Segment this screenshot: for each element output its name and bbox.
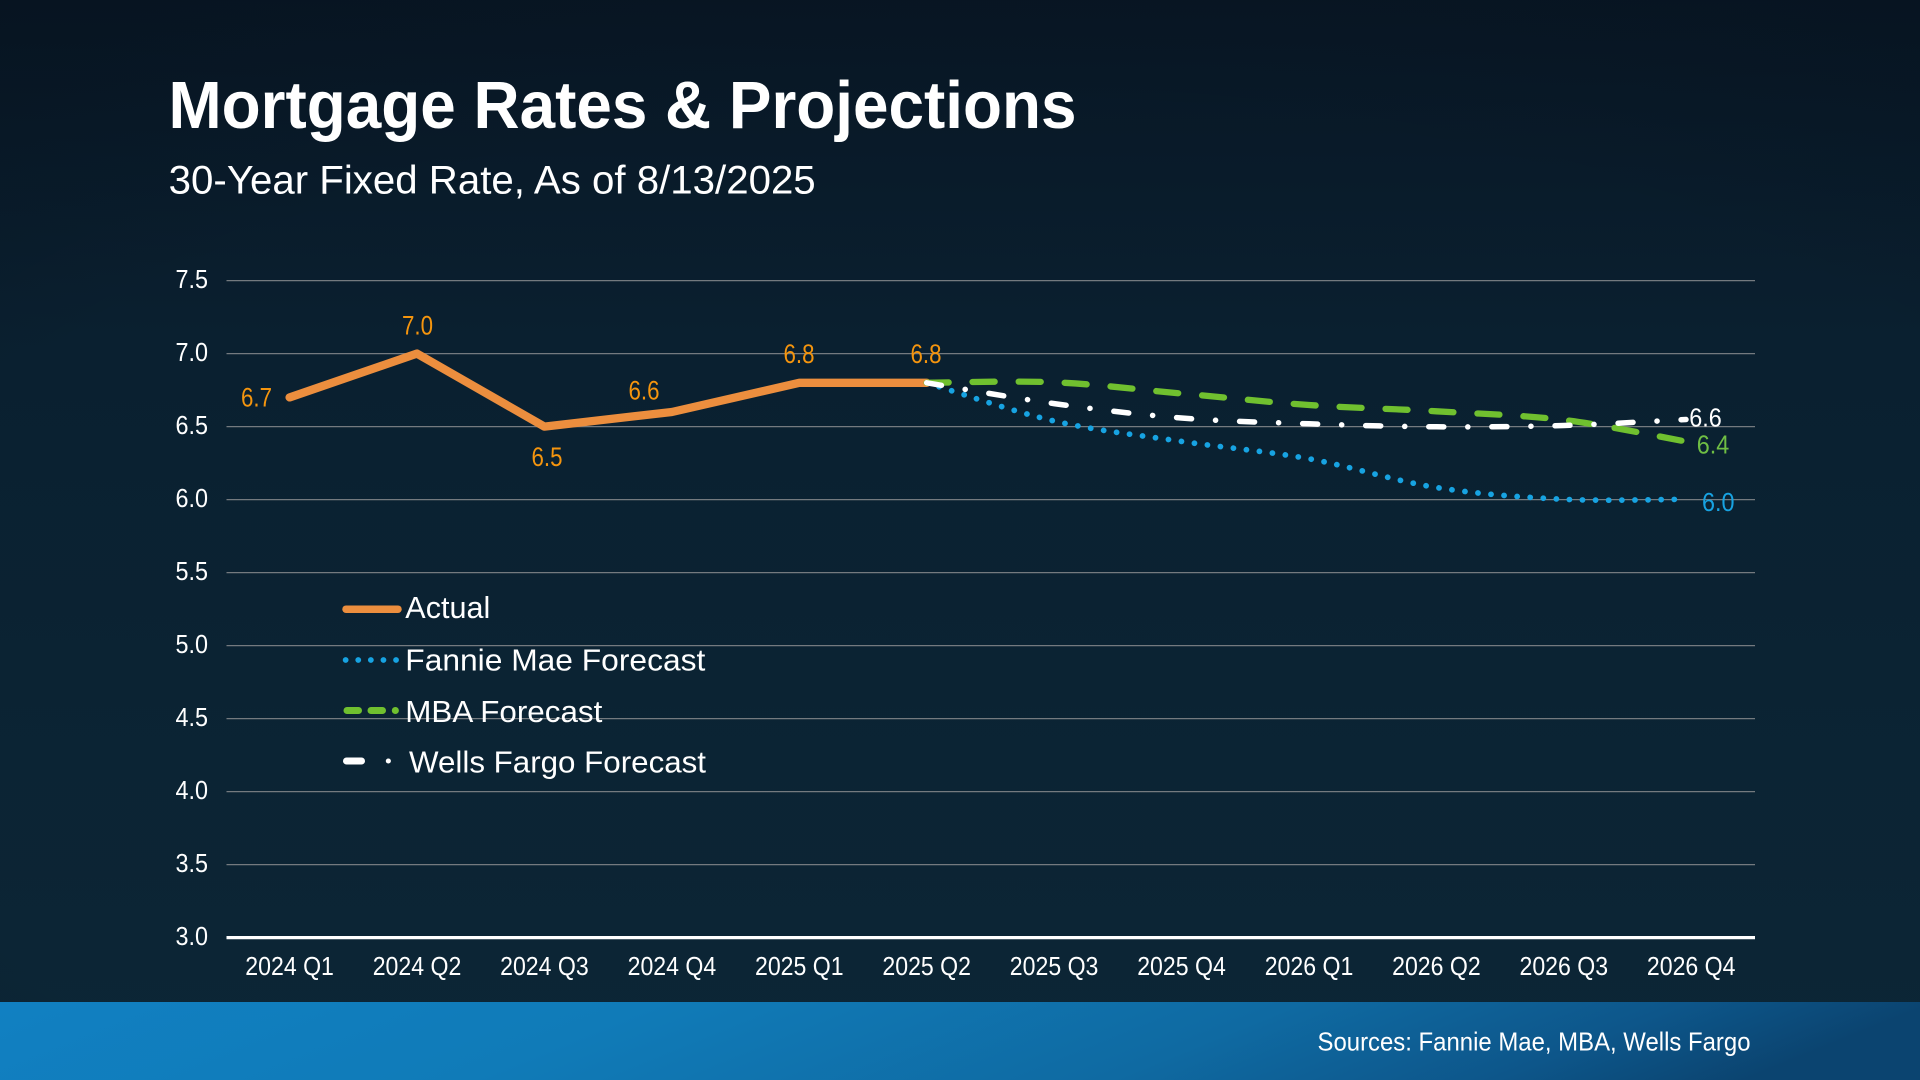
svg-text:MBA Forecast: MBA Forecast — [405, 695, 603, 729]
svg-text:2024 Q2: 2024 Q2 — [373, 951, 462, 981]
svg-text:7.5: 7.5 — [176, 264, 209, 294]
svg-text:2024 Q4: 2024 Q4 — [628, 951, 717, 981]
svg-text:4.5: 4.5 — [176, 702, 209, 732]
svg-text:Actual: Actual — [405, 591, 490, 625]
svg-text:Wells Fargo Forecast: Wells Fargo Forecast — [409, 746, 707, 780]
svg-text:Mortgage Rates & Projections: Mortgage Rates & Projections — [169, 68, 1077, 143]
svg-text:3.0: 3.0 — [176, 921, 209, 951]
svg-text:2025 Q1: 2025 Q1 — [755, 951, 844, 981]
svg-text:6.8: 6.8 — [911, 339, 942, 369]
svg-text:6.8: 6.8 — [784, 339, 815, 369]
svg-text:7.0: 7.0 — [176, 337, 209, 367]
svg-text:6.0: 6.0 — [176, 483, 209, 513]
svg-text:2025 Q2: 2025 Q2 — [882, 951, 971, 981]
svg-text:5.5: 5.5 — [176, 556, 209, 586]
svg-text:2026 Q3: 2026 Q3 — [1520, 951, 1609, 981]
svg-text:4.0: 4.0 — [176, 775, 209, 805]
svg-text:2026 Q2: 2026 Q2 — [1392, 951, 1481, 981]
svg-text:2026 Q1: 2026 Q1 — [1265, 951, 1354, 981]
svg-text:2025 Q4: 2025 Q4 — [1137, 951, 1226, 981]
svg-text:6.5: 6.5 — [532, 442, 563, 472]
svg-text:5.0: 5.0 — [176, 629, 209, 659]
svg-text:2025 Q3: 2025 Q3 — [1010, 951, 1099, 981]
svg-text:6.6: 6.6 — [629, 375, 660, 405]
svg-text:2026 Q4: 2026 Q4 — [1647, 951, 1736, 981]
svg-text:2024 Q1: 2024 Q1 — [245, 951, 334, 981]
svg-text:6.7: 6.7 — [241, 383, 272, 413]
svg-text:6.5: 6.5 — [176, 410, 209, 440]
svg-text:6.4: 6.4 — [1697, 430, 1730, 460]
svg-text:Sources: Fannie Mae, MBA, Well: Sources: Fannie Mae, MBA, Wells Fargo — [1318, 1027, 1751, 1057]
svg-text:7.0: 7.0 — [402, 311, 433, 341]
svg-text:2024 Q3: 2024 Q3 — [500, 951, 589, 981]
svg-text:6.6: 6.6 — [1689, 403, 1722, 433]
svg-text:Fannie Mae Forecast: Fannie Mae Forecast — [405, 643, 706, 677]
svg-text:3.5: 3.5 — [176, 848, 209, 878]
svg-text:30-Year Fixed Rate, As of 8/13: 30-Year Fixed Rate, As of 8/13/2025 — [169, 158, 816, 202]
svg-text:6.0: 6.0 — [1702, 487, 1735, 517]
